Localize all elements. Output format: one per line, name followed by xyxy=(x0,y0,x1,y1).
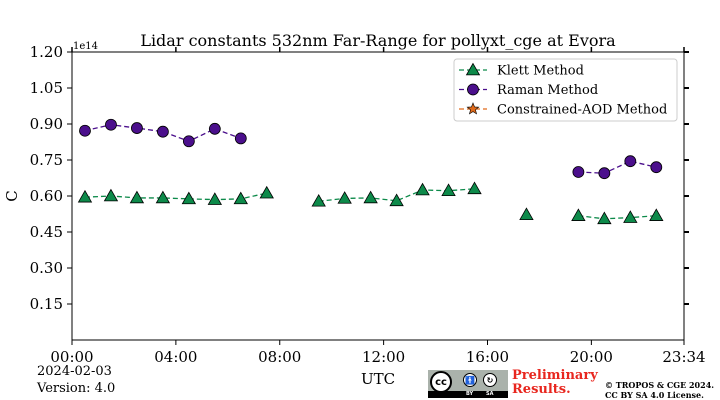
raman-method-point xyxy=(79,124,91,137)
sa-label: SA xyxy=(486,391,494,397)
raman-method-point xyxy=(234,132,247,145)
version-label: Version: 4.0 xyxy=(37,381,116,396)
klett-method-point xyxy=(103,188,119,202)
y-tick-label: 0.90 xyxy=(30,115,63,133)
cc-license-badge: cc 🚹 ↻ BY SA xyxy=(428,370,508,398)
plot-frame xyxy=(71,51,685,341)
x-tick-label: 16:00 xyxy=(466,348,509,366)
raman-method-series xyxy=(79,118,663,180)
date-label: 2024-02-03 xyxy=(37,364,112,379)
y-tick-label: 1.20 xyxy=(30,43,63,61)
preliminary-line-2: Results. xyxy=(512,382,571,397)
raman-method-line xyxy=(578,160,657,174)
klett-method-point xyxy=(389,193,404,207)
raman-method-point xyxy=(650,161,663,174)
klett-method-point xyxy=(129,190,145,204)
x-tick-label: 12:00 xyxy=(362,348,405,366)
klett-method-point xyxy=(155,190,171,204)
y-tick-label: 0.30 xyxy=(30,259,63,277)
klett-method-point xyxy=(259,185,274,199)
y-tick-label: 0.15 xyxy=(30,295,63,313)
klett-method-point xyxy=(441,183,456,196)
klett-method-point xyxy=(363,190,378,204)
klett-method-point xyxy=(623,210,638,223)
legend-label-klett-method: Klett Method xyxy=(497,64,584,79)
klett-method-point xyxy=(519,207,534,220)
series-layer xyxy=(77,118,664,225)
klett-method-point xyxy=(467,181,482,195)
y-tick-label: 1.05 xyxy=(30,79,63,97)
copyright-line-1: © TROPOS & CGE 2024. xyxy=(605,380,715,390)
klett-method-line xyxy=(578,215,657,220)
y-tick-label: 0.75 xyxy=(30,151,63,169)
x-tick-label: 20:00 xyxy=(570,348,613,366)
legend-label-raman-method: Raman Method xyxy=(497,83,598,98)
raman-method-point xyxy=(598,167,611,180)
klett-method-point xyxy=(337,191,352,204)
legend-marker-raman-method xyxy=(467,83,479,96)
chart-title: Lidar constants 532nm Far-Range for poll… xyxy=(140,31,616,50)
legend-box xyxy=(453,58,678,122)
badge-strip xyxy=(428,391,508,398)
legend-marker-klett-method xyxy=(465,62,481,76)
klett-method-point xyxy=(77,189,93,203)
legend: Klett Method Raman Method Constrained-AOD … xyxy=(453,58,678,122)
y-axis-label: C xyxy=(3,190,21,201)
klett-method-series xyxy=(77,181,664,225)
x-tick-label: 00:00 xyxy=(50,348,93,366)
preliminary-line-1: Preliminary xyxy=(512,368,598,383)
raman-method-point xyxy=(156,125,169,138)
y-tick-label: 0.45 xyxy=(30,223,63,241)
x-tick-label: 04:00 xyxy=(154,348,197,366)
cc-logo-icon: cc xyxy=(430,371,452,393)
raman-method-point xyxy=(182,135,195,148)
sa-share-icon: ↻ xyxy=(483,373,497,387)
x-axis-label: UTC xyxy=(361,370,395,388)
by-person-icon: 🚹 xyxy=(463,373,477,387)
copyright-notice: © TROPOS & CGE 2024. CC BY SA 4.0 Licens… xyxy=(605,380,714,400)
preliminary-notice: Preliminary Results. xyxy=(512,369,598,397)
copyright-line-2: CC BY SA 4.0 License. xyxy=(605,390,704,400)
klett-method-point xyxy=(181,191,197,205)
axis-ticks: 00:00 04:00 08:00 12:00 16:00 20:00 23:34 0.15 0… xyxy=(30,43,706,366)
raman-method-point xyxy=(105,118,117,131)
klett-method-point xyxy=(597,211,612,225)
raman-method-point xyxy=(624,155,637,168)
raman-method-point xyxy=(131,122,143,134)
legend-label-constrained-aod-method: Constrained-AOD Method xyxy=(497,103,667,118)
y-scale-label: 1e14 xyxy=(73,41,98,52)
y-tick-label: 0.60 xyxy=(30,187,63,205)
klett-method-point xyxy=(649,208,664,221)
klett-method-point xyxy=(311,193,326,207)
klett-method-point xyxy=(415,182,430,196)
x-tick-label: 08:00 xyxy=(258,348,301,366)
klett-method-point xyxy=(571,208,586,221)
raman-method-point xyxy=(572,166,585,178)
raman-method-point xyxy=(208,122,221,135)
x-tick-label: 23:34 xyxy=(662,348,705,366)
klett-method-line xyxy=(84,192,267,201)
klett-method-point xyxy=(233,191,248,205)
legend-marker-constrained-aod-method xyxy=(466,102,480,115)
klett-method-point xyxy=(207,192,223,205)
by-label: BY xyxy=(466,391,474,397)
